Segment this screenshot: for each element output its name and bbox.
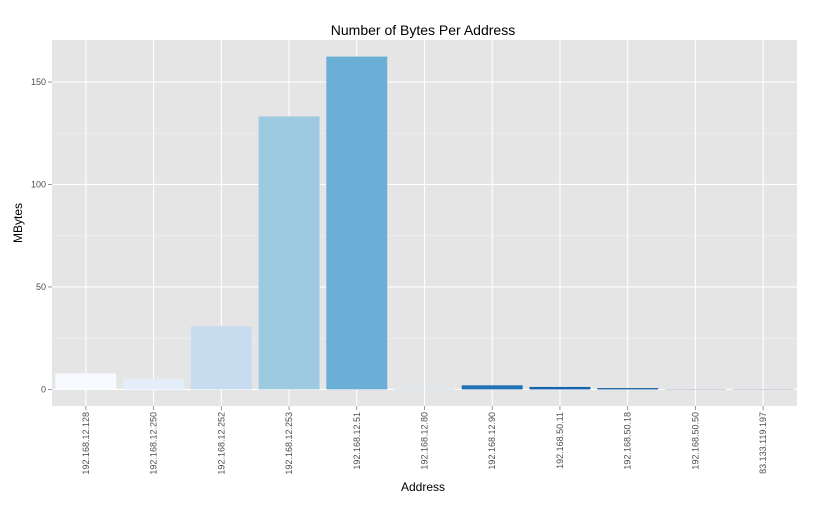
y-tick-label: 0	[41, 384, 46, 394]
y-tick-label: 100	[31, 179, 46, 189]
x-axis-ticks: 192.168.12.128 192.168.12.250 192.168.12.2…	[81, 406, 768, 475]
bar	[55, 373, 117, 390]
x-tick-label: 192.168.12.128	[81, 412, 91, 475]
x-tick-label: 192.168.12.90	[487, 412, 497, 470]
x-tick-label: 192.168.12.80	[420, 412, 430, 470]
x-tick-label: 192.168.12.253	[284, 412, 294, 475]
y-axis-ticks: 0 50 100 150	[31, 77, 52, 394]
x-tick-label: 192.168.50.11	[555, 412, 565, 469]
y-tick-label: 50	[36, 282, 46, 292]
bars	[55, 56, 794, 390]
bar	[258, 116, 320, 390]
x-tick-label: 192.168.50.50	[690, 412, 700, 470]
bar	[461, 385, 523, 390]
x-tick-label: 192.168.50.18	[623, 412, 633, 470]
bar	[123, 379, 185, 390]
y-tick-label: 150	[31, 77, 46, 87]
bar	[190, 326, 252, 390]
y-axis-title: MBytes	[11, 203, 25, 243]
x-axis-title: Address	[401, 480, 445, 494]
bar	[529, 386, 591, 390]
bar	[597, 388, 659, 390]
chart-title: Number of Bytes Per Address	[331, 22, 515, 38]
x-tick-label: 192.168.12.252	[216, 412, 226, 475]
x-tick-label: 83.133.119.197	[758, 412, 768, 474]
x-tick-label: 192.168.12.250	[149, 412, 159, 475]
bar	[326, 56, 388, 390]
x-tick-label: 192.168.12.51	[352, 412, 362, 470]
